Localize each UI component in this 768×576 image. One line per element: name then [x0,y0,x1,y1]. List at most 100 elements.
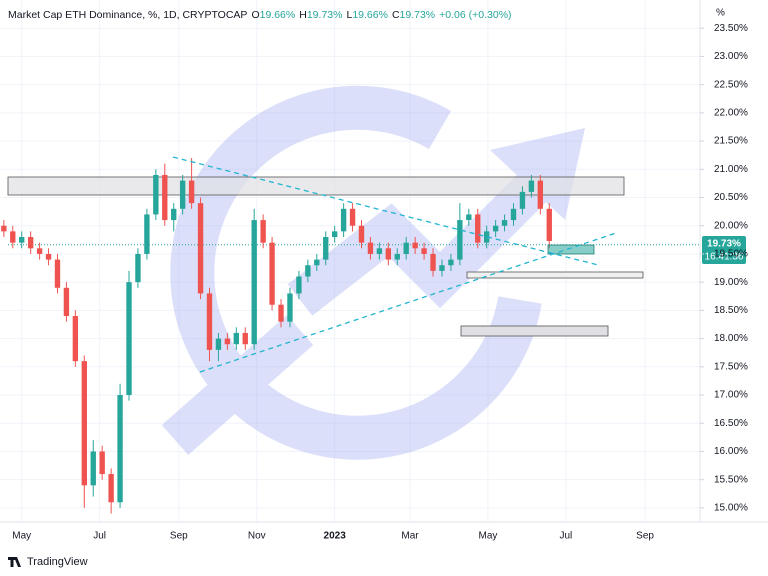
candle-body [162,174,168,221]
candle-body [475,214,481,243]
candle-body [278,304,284,322]
candle-body [537,180,544,209]
candle-body [206,293,213,350]
watermark-stroke [161,314,314,456]
candle-body [144,214,150,254]
o-label: O [251,9,259,21]
y-tick-label: 23.50% [714,23,748,34]
watermark-arrowhead [490,128,585,220]
candle-body [197,203,204,294]
support-zone [460,325,609,337]
candle-body [367,242,374,254]
y-tick-label: 20.00% [714,220,748,231]
candle-body [153,174,159,215]
candle-body [457,220,463,260]
candle-body [1,225,7,232]
candle-body [215,338,222,350]
candle-body [448,259,454,266]
countdown: 16:41:36 [705,252,744,263]
x-tick-label: May [479,531,498,542]
y-tick-label: 18.50% [714,305,748,316]
y-tick-label: 22.00% [714,108,748,119]
candle-body [269,242,275,305]
candle-body [376,248,383,254]
trend-line [199,232,617,373]
y-tick-label: 20.50% [714,192,748,203]
candle-body [483,231,490,243]
candle-body [224,338,231,345]
candle-body [287,293,293,322]
l-label: L [346,9,352,21]
y-tick-label: 18.00% [714,333,748,344]
candle-body [99,451,105,475]
candle-body [439,265,445,271]
y-tick-label: 21.50% [714,136,748,147]
last-price-badge [702,236,746,264]
candle-body [323,237,329,260]
y-tick-label: 15.50% [714,474,748,485]
c-value: 19.73% [400,9,436,21]
y-tick-label: 16.00% [714,446,748,457]
candle-body [135,253,141,283]
symbol: Market Cap ETH Dominance, %, 1D, CRYPTOC… [8,9,247,21]
x-tick-label: May [12,531,31,542]
y-tick-label: 17.50% [714,361,748,372]
candle-body [233,332,239,345]
candle-body [358,225,365,243]
candle-body [117,395,123,503]
candle-body [63,287,70,317]
candle-body [10,231,16,243]
y-tick-label: 22.50% [714,79,748,90]
o-value: 19.66% [260,9,296,21]
y-tick-label: 16.50% [714,418,748,429]
candle-body [528,180,535,192]
y-tick-label: 17.00% [714,390,748,401]
trend-line [172,156,599,266]
y-tick-label: 15.00% [714,503,748,514]
candle-body [108,474,114,503]
candle-body [27,237,34,249]
candle-body [331,231,338,238]
candle-body [126,282,132,396]
candle-body [72,316,79,362]
candle-body [260,220,266,243]
candle-body [546,208,552,241]
candle-body [242,332,248,345]
x-tick-label: Jul [93,531,106,542]
candle-body [251,220,257,345]
support-zone [466,271,644,279]
candle-body [36,248,43,254]
watermark-arrow [287,165,555,316]
candle-body [510,208,517,221]
candle-body [45,253,52,260]
candle-body [412,242,418,249]
y-tick-label: 21.00% [714,164,748,175]
x-tick-label: Nov [248,531,266,542]
candles [1,158,552,514]
candle-body [421,248,427,254]
candle-body [466,214,472,221]
candle-body [54,259,61,288]
candle-body [90,451,96,486]
candle-body [188,180,195,204]
candle-body [492,225,499,232]
candle-body [314,259,320,266]
candle-body [179,180,186,209]
x-tick-label: Mar [401,531,419,542]
candle-body [385,248,392,260]
x-tick-label: Sep [636,531,654,542]
change: +0.06 (+0.30%) [439,9,511,21]
h-label: H [299,9,307,21]
target-zone [547,244,595,255]
y-tick-label: 23.00% [714,51,748,62]
candle-body [501,220,508,226]
candle-body [403,242,409,254]
legend: Market Cap ETH Dominance, %, 1D, CRYPTOC… [8,9,512,21]
l-value: 19.66% [352,9,388,21]
candle-body [340,208,347,232]
x-tick-label: Sep [170,531,188,542]
candle-body [305,265,311,277]
x-tick-label: Jul [559,531,572,542]
